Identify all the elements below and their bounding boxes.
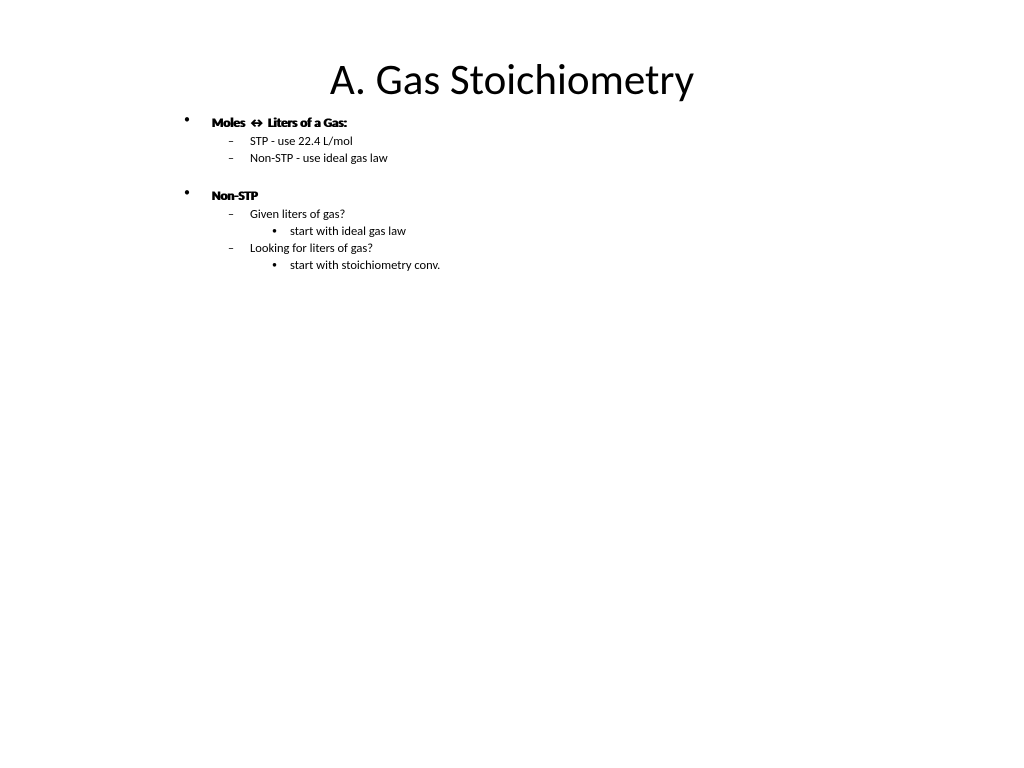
sub-list: Given liters of gas? start with ideal ga… [212,207,964,275]
sub-sub-item: start with ideal gas law [250,224,964,241]
sub-sub-item: start with stoichiometry conv. [250,258,964,275]
sub-item: Looking for liters of gas? start with st… [212,241,964,275]
sub-sub-list: start with ideal gas law [250,224,964,241]
sub-list: STP - use 22.4 L/mol Non-STP - use ideal… [212,134,964,168]
slide: A. Gas Stoichiometry Moles ↔ Liters of a… [0,0,1024,768]
slide-title: A. Gas Stoichiometry [0,0,1024,113]
bullet-list: Moles ↔ Liters of a Gas: STP - use 22.4 … [176,113,964,274]
bullet-heading: Non-STP [212,189,258,204]
sub-item-text: Looking for liters of gas? [250,241,373,256]
bullet-item: Non-STP Given liters of gas? start with … [176,186,964,275]
sub-item: Non-STP - use ideal gas law [212,151,964,168]
sub-sub-list: start with stoichiometry conv. [250,258,964,275]
bullet-heading: Moles ↔ Liters of a Gas: [212,116,347,131]
sub-item: STP - use 22.4 L/mol [212,134,964,151]
sub-item: Given liters of gas? start with ideal ga… [212,207,964,241]
bullet-item: Moles ↔ Liters of a Gas: STP - use 22.4 … [176,113,964,168]
sub-item-text: Given liters of gas? [250,207,345,222]
slide-content: Moles ↔ Liters of a Gas: STP - use 22.4 … [0,113,1024,274]
